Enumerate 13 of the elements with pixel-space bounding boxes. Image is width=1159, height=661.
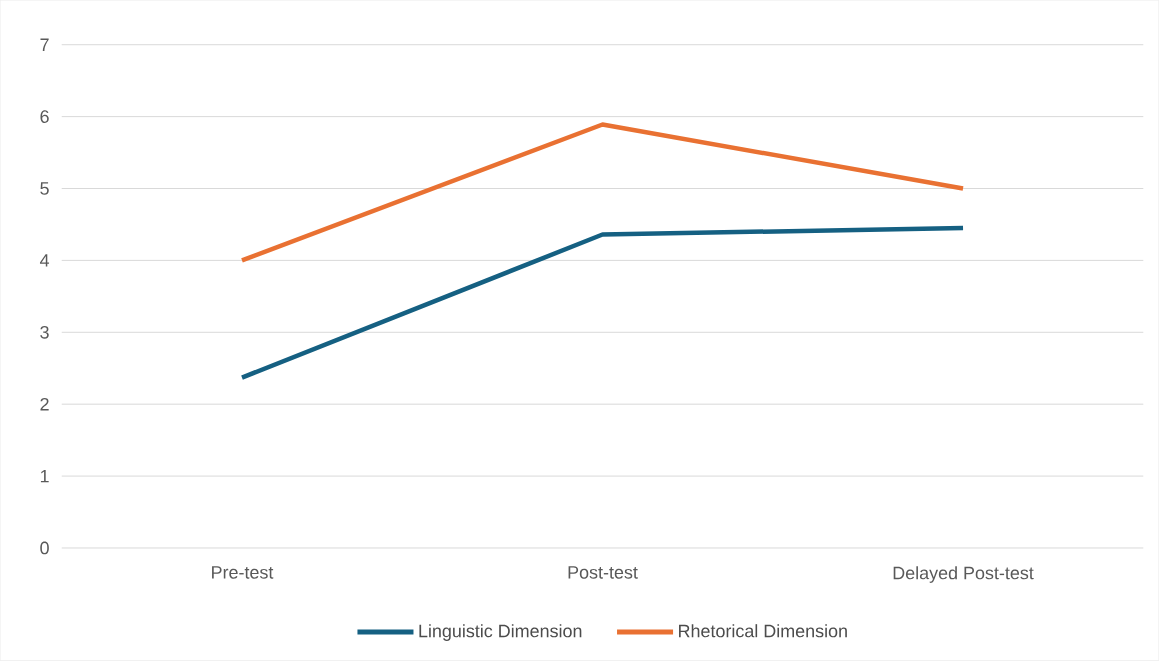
- y-tick-label: 5: [40, 182, 49, 195]
- y-tick-label: 1: [40, 470, 49, 483]
- y-tick-label: 2: [40, 398, 49, 411]
- y-tick-label: 6: [40, 110, 49, 124]
- x-tick-label: Post-test: [568, 566, 638, 579]
- x-tick-label: Pre-test: [212, 566, 274, 579]
- legend-label: Rhetorical Dimension: [679, 624, 847, 638]
- y-tick-label: 4: [39, 254, 50, 267]
- y-tick-label: 0: [40, 541, 49, 555]
- y-tick-label: 7: [40, 38, 49, 52]
- x-tick-label: Delayed Post-test: [893, 566, 1034, 584]
- y-tick-label: 3: [40, 326, 49, 339]
- legend-label: Linguistic Dimension: [419, 624, 582, 642]
